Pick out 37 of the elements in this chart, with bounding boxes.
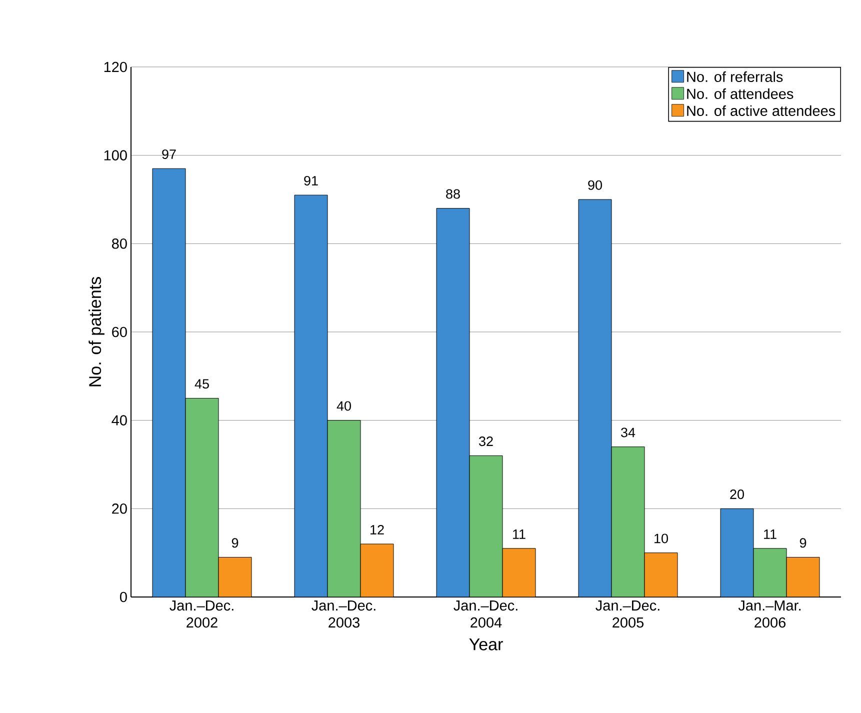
y-tick-label: 100 (104, 150, 127, 160)
data-label: 11 (764, 530, 776, 539)
legend-label: No. of referrals (687, 71, 783, 82)
data-label: 32 (479, 436, 493, 446)
data-label: 40 (336, 401, 351, 411)
bar (185, 398, 219, 597)
y-axis-title: No. of patients (88, 277, 104, 386)
y-tick-label: 80 (112, 238, 127, 249)
bar (611, 446, 645, 597)
bar (327, 420, 361, 597)
y-tick-label: 40 (112, 415, 127, 426)
data-label: 11 (513, 530, 526, 539)
data-label: 97 (162, 149, 176, 159)
y-tick-label: 60 (112, 326, 127, 338)
data-label: 91 (304, 176, 318, 186)
data-label: 88 (446, 189, 460, 199)
legend-label: No. of attendees (687, 88, 794, 99)
x-tick-label: Jan.–Dec. 2004 (454, 600, 518, 628)
y-tick-label: 0 (120, 592, 127, 602)
data-label: 20 (730, 490, 744, 500)
x-tick-label: Jan.–Dec. 2003 (312, 600, 376, 628)
data-label: 10 (654, 534, 668, 544)
data-label: 9 (800, 538, 806, 548)
x-tick-label: Jan.–Dec. 2002 (170, 600, 234, 628)
bar (753, 548, 787, 597)
bar (469, 455, 503, 597)
y-tick-label: 20 (112, 504, 127, 514)
x-tick-label: Jan.–Dec. 2005 (596, 600, 660, 628)
data-label: 34 (621, 428, 636, 438)
x-tick-label: Jan.–Mar. 2006 (738, 600, 801, 628)
y-tick-label: 120 (104, 62, 127, 72)
legend-label: No. of active attendees (687, 105, 836, 116)
data-label: 12 (370, 524, 384, 534)
data-label: 45 (194, 379, 209, 389)
x-axis-title: Year (469, 638, 503, 650)
data-label: 90 (588, 180, 602, 190)
data-label: 9 (232, 538, 238, 548)
